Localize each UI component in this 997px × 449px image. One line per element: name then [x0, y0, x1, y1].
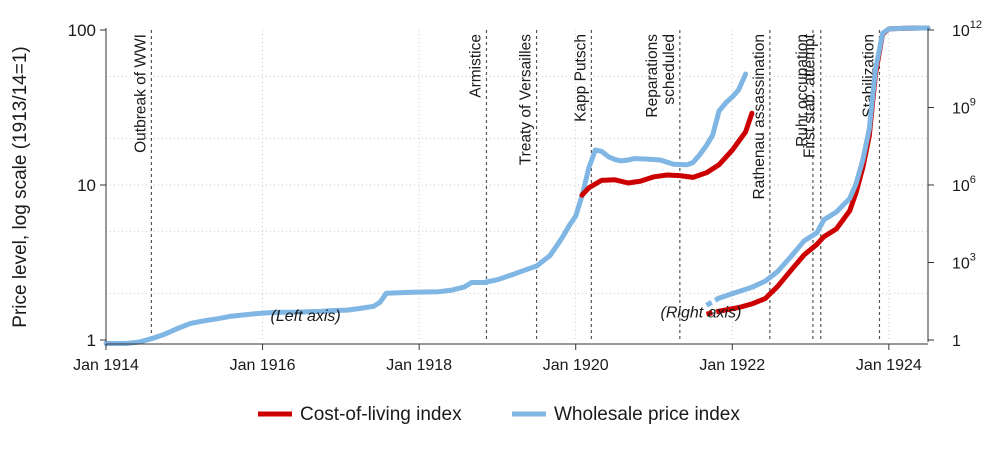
event-label-group: Armistice [467, 34, 484, 98]
right-tick-label: 103 [952, 252, 976, 273]
left-tick-label: 1 [87, 331, 96, 350]
event-label: scheduled [661, 34, 678, 105]
legend: Cost-of-living index Wholesale price inde… [258, 404, 740, 425]
event-label: Treaty of Versailles [518, 34, 535, 165]
left-tick-label: 100 [68, 21, 96, 40]
left-tick-label: 10 [77, 176, 96, 195]
event-label-group: First stab. attempt [802, 33, 819, 158]
annotations: (Left axis) (Right axis) [271, 304, 742, 324]
x-tick-label: Jan 1916 [230, 357, 296, 374]
event-label-group: Outbreak of WWI [132, 34, 149, 153]
x-tick-label: Jan 1924 [856, 357, 922, 374]
right-tick-label: 1012 [952, 19, 982, 40]
right-tick-label: 1 [952, 333, 961, 350]
axis-annotation: (Left axis) [271, 308, 341, 325]
series-lines [103, 25, 931, 346]
event-label-group: Reparations scheduled [644, 34, 678, 118]
event-label: Rathenau assassination [751, 34, 768, 199]
axis-annotation: (Right axis) [661, 304, 742, 321]
cost-of-living-left-line [579, 110, 755, 198]
event-label: First stab. attempt [802, 33, 819, 158]
gridlines [105, 30, 928, 340]
event-label-group: Ruhr occupation [794, 34, 811, 147]
legend-label: Cost-of-living index [300, 404, 462, 425]
legend-label: Wholesale price index [554, 404, 740, 425]
wholesale-left-line [103, 71, 749, 346]
right-tick-label: 106 [952, 174, 976, 195]
x-tick-label: Jan 1914 [73, 357, 139, 374]
y-axis-label: Price level, log scale (1913/14=1) [10, 46, 31, 327]
x-tick-label: Jan 1922 [699, 357, 765, 374]
event-label: Kapp Putsch [572, 34, 589, 122]
event-label-group: Treaty of Versailles [518, 34, 535, 165]
event-label: Reparations [644, 34, 661, 118]
event-label: Armistice [467, 34, 484, 98]
x-tick-label: Jan 1918 [386, 357, 452, 374]
event-label: Outbreak of WWI [132, 34, 149, 153]
right-tick-label: 109 [952, 97, 976, 118]
event-label-group: Rathenau assassination [751, 34, 768, 199]
wholesale-right-line [716, 25, 931, 301]
x-tick-label: Jan 1920 [543, 357, 609, 374]
event-label: Ruhr occupation [794, 34, 811, 147]
event-label-group: Kapp Putsch [572, 34, 589, 122]
